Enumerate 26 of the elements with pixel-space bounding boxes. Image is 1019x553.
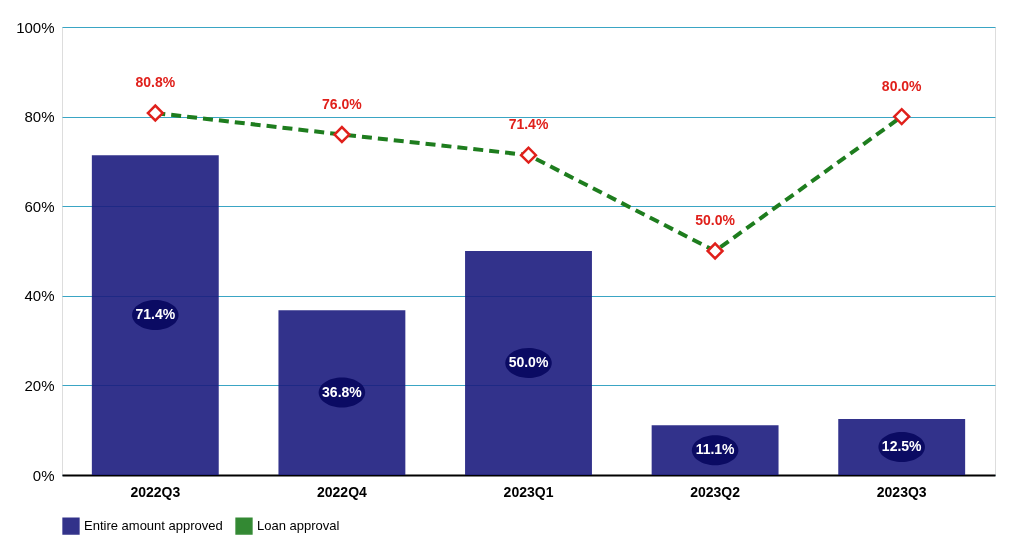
- data-label: 80.0%: [881, 77, 923, 94]
- data-label: 12.5%: [881, 438, 923, 454]
- data-label: 71.4%: [135, 306, 176, 323]
- x-tick-label: 2022Q3: [130, 483, 181, 500]
- legend-label: Loan approval: [257, 518, 340, 534]
- data-label: 71.4%: [508, 116, 549, 133]
- x-tick-label: 2023Q3: [876, 483, 927, 500]
- data-label: 36.8%: [322, 383, 363, 400]
- y-tick-label: 20%: [24, 376, 55, 394]
- y-tick-label: 40%: [24, 287, 55, 305]
- data-label: 80.8%: [135, 74, 176, 91]
- data-label: 11.1%: [695, 441, 736, 458]
- y-tick-label: 0%: [32, 466, 55, 484]
- data-label: 50.0%: [695, 212, 736, 228]
- y-tick-label: 80%: [24, 108, 55, 126]
- data-label: 50.0%: [508, 354, 549, 370]
- bar: [278, 310, 406, 475]
- legend-label: Entire amount approved: [84, 518, 223, 534]
- data-label: 76.0%: [322, 95, 363, 112]
- x-tick-label: 2022Q4: [316, 483, 368, 500]
- x-tick-label: 2023Q2: [690, 483, 741, 500]
- x-tick-label: 2023Q1: [503, 483, 554, 500]
- y-tick-label: 60%: [24, 197, 55, 215]
- y-tick-label: 100%: [16, 18, 55, 36]
- bar: [91, 155, 219, 475]
- bar: [465, 251, 592, 475]
